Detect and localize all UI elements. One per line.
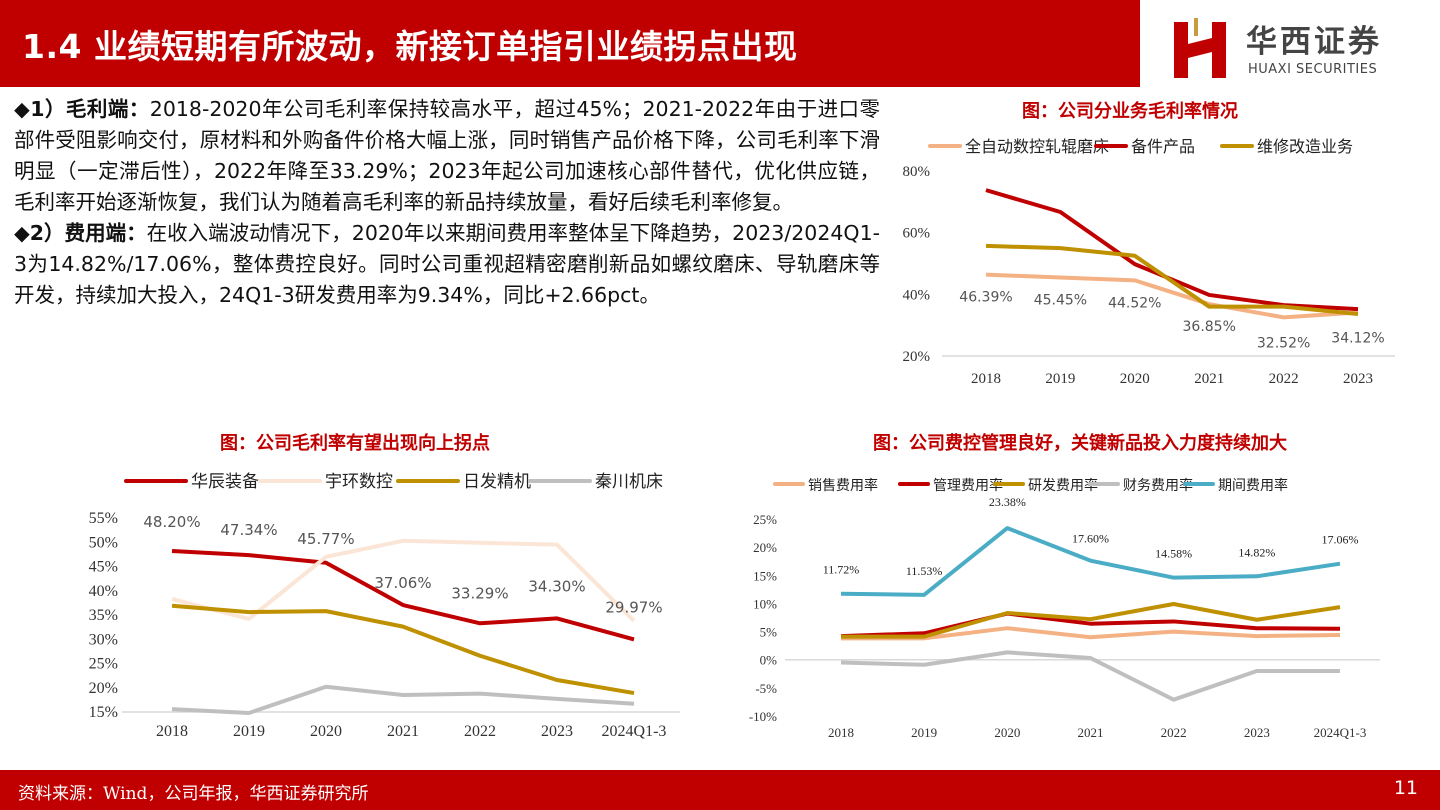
data-label: 14.58%: [1155, 547, 1192, 561]
data-label: 17.60%: [1072, 532, 1109, 546]
y-tick-label: 20%: [753, 540, 777, 555]
data-label: 23.38%: [989, 495, 1026, 509]
legend-label: 管理费用率: [933, 477, 1003, 494]
legend-label: 全自动数控轧辊磨床: [965, 137, 1109, 156]
x-tick-label: 2022: [1161, 725, 1187, 740]
data-label: 33.29%: [451, 584, 508, 602]
legend-label: 日发精机: [463, 472, 531, 492]
x-tick-label: 2024Q1-3: [602, 723, 667, 740]
data-label: 17.06%: [1322, 533, 1359, 547]
x-tick-label: 2018: [156, 723, 188, 740]
x-tick-label: 2020: [310, 723, 342, 740]
paragraph-expense: ◆2）费用端：在收入端波动情况下，2020年以来期间费用率整体呈下降趋势，202…: [14, 218, 880, 311]
data-label: 29.97%: [605, 598, 662, 616]
y-tick-label: 15%: [753, 568, 777, 583]
x-tick-label: 2019: [1045, 371, 1075, 387]
chart-title-expense-ratio: 图：公司费控管理良好，关键新品投入力度持续加大: [873, 433, 1287, 454]
legend-label: 财务费用率: [1123, 477, 1193, 494]
x-tick-label: 2019: [233, 723, 265, 740]
data-label: 11.72%: [823, 563, 860, 577]
source-note: 资料来源：Wind，公司年报，华西证券研究所: [18, 784, 369, 804]
x-tick-label: 2023: [1244, 725, 1270, 740]
series-line: [171, 684, 635, 715]
y-tick-label: 30%: [89, 631, 118, 648]
legend-label: 华辰装备: [191, 472, 259, 492]
data-label: 11.53%: [906, 564, 943, 578]
data-label: 44.52%: [1108, 295, 1161, 311]
legend-label: 研发费用率: [1028, 477, 1098, 494]
x-tick-label: 2022: [1269, 371, 1299, 387]
series-line: [985, 243, 1359, 317]
x-tick-label: 2019: [911, 725, 937, 740]
series-line: [985, 272, 1359, 320]
legend-label: 销售费用率: [808, 477, 878, 494]
huaxi-logo-icon: [1174, 18, 1226, 78]
y-tick-label: 25%: [89, 656, 118, 673]
body-text: ◆1）毛利端：2018-2020年公司毛利率保持较高水平，超过45%；2021-…: [14, 94, 880, 311]
x-tick-label: 2023: [1343, 371, 1373, 387]
data-label: 34.12%: [1331, 330, 1384, 346]
legend-label: 宇环数控: [325, 472, 393, 492]
y-tick-label: 45%: [89, 559, 118, 576]
legend-label: 期间费用率: [1218, 477, 1288, 494]
y-tick-label: 5%: [760, 625, 778, 640]
data-label: 32.52%: [1257, 335, 1310, 351]
x-tick-label: 2020: [1120, 371, 1150, 387]
page-number: 11: [1393, 777, 1418, 799]
y-tick-label: 20%: [903, 349, 931, 365]
y-tick-label: 10%: [753, 596, 777, 611]
x-tick-label: 2022: [464, 723, 496, 740]
paragraph-gross-margin: ◆1）毛利端：2018-2020年公司毛利率保持较高水平，超过45%；2021-…: [14, 94, 880, 218]
y-tick-label: -5%: [755, 681, 777, 696]
y-tick-label: 35%: [89, 607, 118, 624]
legend-label: 维修改造业务: [1257, 137, 1353, 156]
y-tick-label: 0%: [760, 653, 778, 668]
y-tick-label: 15%: [89, 704, 118, 721]
footer-bar: 资料来源：Wind，公司年报，华西证券研究所 11: [0, 770, 1440, 810]
data-label: 14.82%: [1238, 545, 1275, 559]
y-tick-label: 80%: [903, 164, 931, 180]
x-tick-label: 2023: [541, 723, 573, 740]
data-label: 46.39%: [959, 290, 1012, 306]
header-bar: 1.4 业绩短期有所波动，新接订单指引业绩拐点出现: [0, 0, 1140, 87]
x-tick-label: 2021: [1078, 725, 1104, 740]
y-tick-label: 40%: [89, 583, 118, 600]
data-label: 45.45%: [1034, 293, 1087, 309]
legend-label: 秦川机床: [595, 472, 663, 492]
y-tick-label: 40%: [903, 287, 931, 303]
x-tick-label: 2021: [387, 723, 419, 740]
data-label: 37.06%: [374, 574, 431, 592]
y-tick-label: -10%: [749, 709, 777, 724]
x-tick-label: 2018: [971, 371, 1001, 387]
x-tick-label: 2020: [994, 725, 1020, 740]
legend-label: 备件产品: [1131, 137, 1195, 156]
data-label: 47.34%: [220, 521, 277, 539]
paragraph-text: 2018-2020年公司毛利率保持较高水平，超过45%；2021-2022年由于…: [14, 97, 881, 214]
paragraph-label: ◆2）费用端：: [14, 221, 147, 245]
data-label: 36.85%: [1183, 319, 1236, 335]
y-tick-label: 55%: [89, 510, 118, 527]
data-label: 48.20%: [143, 513, 200, 531]
y-tick-label: 20%: [89, 680, 118, 697]
logo-text-cn: 华西证券: [1246, 24, 1382, 60]
chart-title-segment-margin: 图：公司分业务毛利率情况: [1022, 101, 1238, 122]
y-tick-label: 60%: [903, 226, 931, 242]
y-tick-label: 25%: [753, 512, 777, 527]
paragraph-text: 在收入端波动情况下，2020年以来期间费用率整体呈下降趋势，2023/2024Q…: [14, 221, 881, 307]
paragraph-label: ◆1）毛利端：: [14, 97, 150, 121]
x-tick-label: 2024Q1-3: [1314, 725, 1367, 740]
page-title: 1.4 业绩短期有所波动，新接订单指引业绩拐点出现: [22, 27, 798, 66]
huaxi-logo: 华西证券 HUAXI SECURITIES: [1168, 12, 1428, 82]
data-label: 34.30%: [528, 577, 585, 595]
y-tick-label: 50%: [89, 534, 118, 551]
chart-title-peer-margin: 图：公司毛利率有望出现向上拐点: [220, 433, 490, 454]
data-label: 45.77%: [297, 530, 354, 548]
logo-text-en: HUAXI SECURITIES: [1248, 62, 1378, 77]
x-tick-label: 2018: [828, 725, 854, 740]
x-tick-label: 2021: [1194, 371, 1224, 387]
